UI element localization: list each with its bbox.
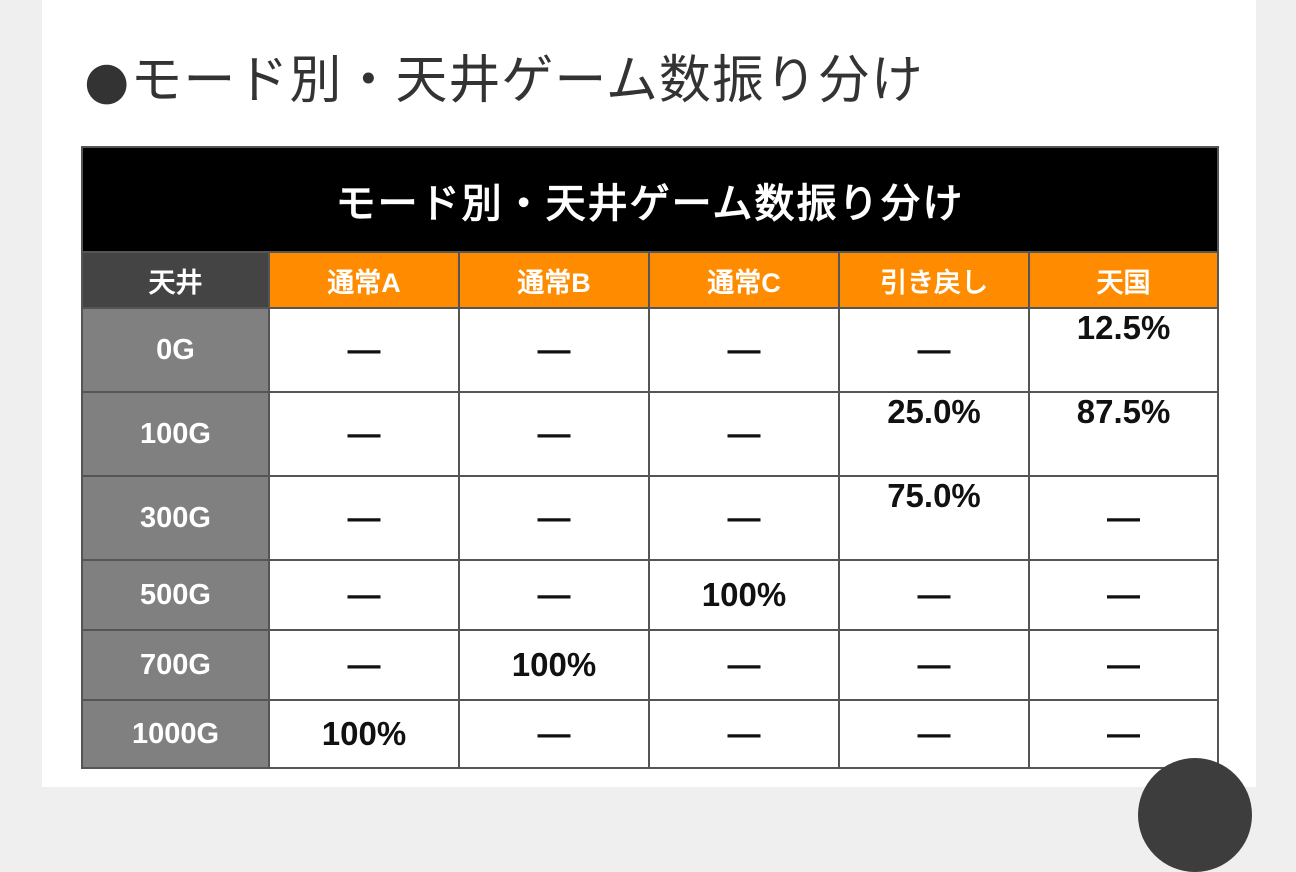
table-cell: —: [458, 307, 650, 393]
table-cell: —: [838, 629, 1030, 701]
table-row: 300G — — — 75.0% —: [81, 475, 1220, 561]
table-cell: —: [268, 629, 460, 701]
header-normal-b: 通常B: [458, 251, 650, 309]
table-cell: 100%: [268, 699, 460, 769]
table-cell: —: [838, 307, 1030, 393]
header-hikimodoshi: 引き戻し: [838, 251, 1030, 309]
table-cell: —: [1027, 699, 1220, 769]
mode-ceiling-table: モード別・天井ゲーム数振り分け 天井 通常A 通常B 通常C 引き戻し 天国 0…: [80, 146, 1220, 769]
row-label: 500G: [81, 559, 270, 631]
table-cell: —: [268, 307, 460, 393]
table-cell: —: [458, 475, 650, 561]
table-cell: —: [268, 391, 460, 477]
header-normal-a: 通常A: [268, 251, 460, 309]
row-label: 100G: [81, 391, 270, 477]
table-cell: 87.5%: [1027, 391, 1220, 477]
table-cell: —: [268, 559, 460, 631]
table-cell: —: [1027, 475, 1220, 561]
table-cell: —: [1027, 629, 1220, 701]
table-cell: 100%: [648, 559, 840, 631]
table-row: 500G — — 100% — —: [81, 559, 1220, 631]
table-row: 700G — 100% — — —: [81, 629, 1220, 701]
table-cell: —: [648, 475, 840, 561]
table-cell: —: [838, 559, 1030, 631]
table-cell: 12.5%: [1027, 307, 1220, 393]
table-cell: —: [648, 629, 840, 701]
table-cell: 25.0%: [838, 391, 1030, 477]
header-tengoku: 天国: [1027, 251, 1220, 309]
table-row: 1000G 100% — — — —: [81, 699, 1220, 769]
table-cell: —: [458, 699, 650, 769]
table-cell: 75.0%: [838, 475, 1030, 561]
table-title: モード別・天井ゲーム数振り分け: [80, 146, 1220, 253]
table-cell: —: [268, 475, 460, 561]
table-cell: —: [838, 699, 1030, 769]
table-row: 100G — — — 25.0% 87.5%: [81, 391, 1220, 477]
table-cell: 100%: [458, 629, 650, 701]
row-label: 300G: [81, 475, 270, 561]
table-cell: —: [1027, 559, 1220, 631]
table-cell: —: [648, 391, 840, 477]
floating-action-button[interactable]: [1138, 758, 1252, 872]
header-ceiling: 天井: [81, 251, 270, 309]
row-label: 0G: [81, 307, 270, 393]
row-label: 700G: [81, 629, 270, 701]
section-heading: ●モード別・天井ゲーム数振り分け: [84, 51, 924, 111]
table-cell: —: [458, 391, 650, 477]
table-row: 0G — — — — 12.5%: [81, 307, 1220, 393]
table-cell: —: [648, 307, 840, 393]
table-cell: —: [648, 699, 840, 769]
table-cell: —: [458, 559, 650, 631]
header-normal-c: 通常C: [648, 251, 840, 309]
row-label: 1000G: [81, 699, 270, 769]
